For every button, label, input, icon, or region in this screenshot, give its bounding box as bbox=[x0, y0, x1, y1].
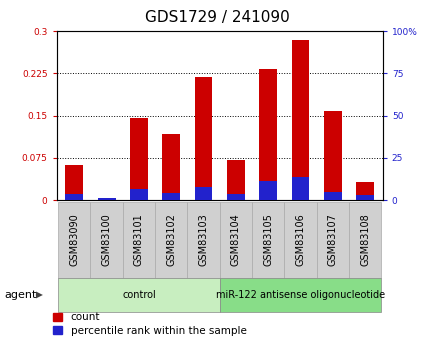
Bar bbox=[259, 69, 276, 200]
Text: GSM83108: GSM83108 bbox=[359, 214, 369, 266]
Bar bbox=[355, 182, 373, 200]
Bar bbox=[291, 39, 309, 200]
Bar bbox=[65, 165, 83, 200]
Bar bbox=[65, 194, 83, 200]
Text: GSM83104: GSM83104 bbox=[230, 214, 240, 266]
Text: GSM83101: GSM83101 bbox=[134, 214, 144, 266]
Legend: count, percentile rank within the sample: count, percentile rank within the sample bbox=[49, 308, 250, 340]
Bar bbox=[162, 193, 180, 200]
Bar bbox=[323, 192, 341, 200]
Text: GSM83105: GSM83105 bbox=[263, 213, 273, 266]
Text: GSM83100: GSM83100 bbox=[102, 214, 112, 266]
Text: GSM83106: GSM83106 bbox=[295, 214, 305, 266]
Text: GDS1729 / 241090: GDS1729 / 241090 bbox=[145, 10, 289, 25]
Bar bbox=[194, 77, 212, 200]
Bar bbox=[162, 134, 180, 200]
Bar bbox=[227, 159, 244, 200]
Text: agent: agent bbox=[4, 290, 36, 300]
Text: miR-122 antisense oligonucleotide: miR-122 antisense oligonucleotide bbox=[215, 290, 384, 300]
Bar bbox=[323, 111, 341, 200]
Text: GSM83102: GSM83102 bbox=[166, 213, 176, 266]
Bar bbox=[130, 118, 148, 200]
Bar bbox=[227, 194, 244, 200]
Text: GSM83103: GSM83103 bbox=[198, 214, 208, 266]
Text: control: control bbox=[122, 290, 155, 300]
Bar bbox=[194, 187, 212, 200]
Text: GSM83107: GSM83107 bbox=[327, 213, 337, 266]
Bar bbox=[259, 181, 276, 200]
Bar bbox=[98, 198, 115, 200]
Text: GSM83090: GSM83090 bbox=[69, 214, 79, 266]
Bar bbox=[98, 199, 115, 200]
Bar bbox=[355, 195, 373, 200]
Bar bbox=[130, 189, 148, 200]
Bar bbox=[291, 177, 309, 200]
